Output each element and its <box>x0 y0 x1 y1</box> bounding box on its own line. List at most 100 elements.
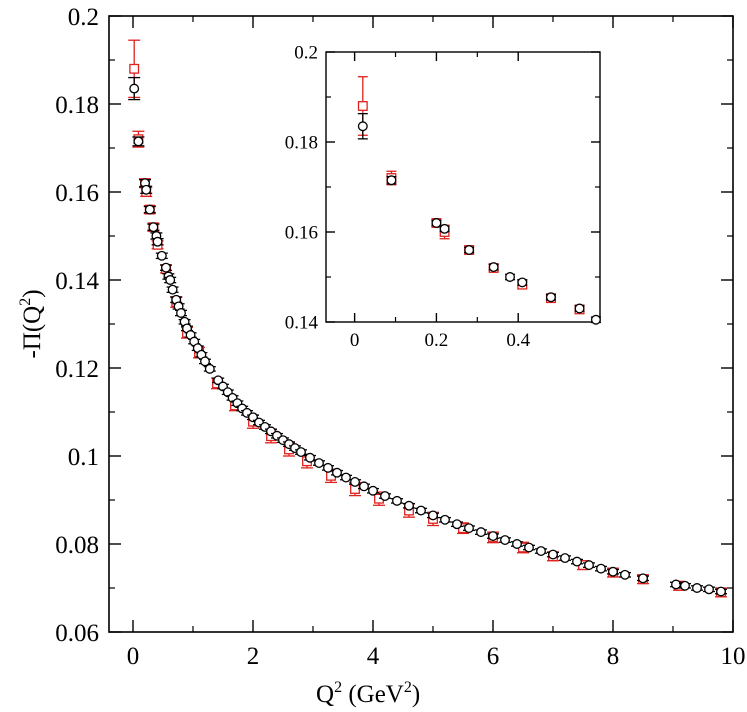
circle-marker <box>156 250 167 261</box>
series-circle-point <box>571 556 583 567</box>
x-tick-label: 4 <box>367 643 380 670</box>
circle-marker <box>129 83 140 94</box>
circle-marker <box>152 236 163 247</box>
series-circle-point <box>637 573 649 584</box>
circle-marker <box>692 583 702 593</box>
series-circle-point <box>203 363 216 374</box>
circle-marker <box>440 514 450 525</box>
circle-marker <box>590 314 601 325</box>
series-circle-point <box>357 113 368 140</box>
series-circle-point <box>391 495 403 506</box>
series-circle-point <box>547 549 559 560</box>
series-circle-point <box>367 485 379 496</box>
circle-marker <box>305 452 315 463</box>
series-circle-point <box>128 76 141 101</box>
circle-marker <box>357 121 368 132</box>
y-tick-label: 0.18 <box>285 133 318 154</box>
circle-marker <box>620 569 630 580</box>
circle-marker <box>380 491 390 501</box>
circle-marker <box>572 556 582 567</box>
series-circle-point <box>439 514 451 525</box>
series-circle-point <box>679 580 691 591</box>
circle-marker <box>524 542 534 553</box>
series-circle-point <box>147 222 160 233</box>
circle-marker <box>464 523 474 534</box>
circle-marker <box>545 292 556 303</box>
circle-marker <box>439 223 450 234</box>
circle-marker <box>141 184 152 195</box>
series-circle-point <box>386 175 397 186</box>
circle-marker <box>392 495 402 506</box>
circle-marker <box>452 519 462 530</box>
circle-marker <box>359 481 369 492</box>
x-tick-label: 6 <box>487 643 500 670</box>
y-tick-label: 0.2 <box>68 4 99 31</box>
x-tick-label: 8 <box>607 643 620 670</box>
series-circle-point <box>590 314 601 325</box>
y-axis-label: -Π(Q2) <box>17 289 46 358</box>
circle-marker <box>596 563 606 574</box>
x-tick-label: 0 <box>350 330 360 351</box>
square-marker <box>129 63 140 74</box>
series-circle-point <box>574 303 585 314</box>
circle-marker <box>584 560 594 571</box>
y-tick-label: 0.18 <box>55 92 99 119</box>
circle-marker <box>560 553 570 564</box>
circle-marker <box>608 566 618 577</box>
series-circle-point <box>403 500 415 511</box>
y-tick-label: 0.06 <box>55 620 99 647</box>
y-tick-label: 0.12 <box>55 356 99 383</box>
circle-marker <box>517 277 528 288</box>
circle-marker <box>176 308 186 318</box>
series-circle-point <box>166 284 179 295</box>
series-circle-point <box>499 535 511 545</box>
circle-marker <box>386 175 397 186</box>
y-tick-label: 0.1 <box>68 444 99 471</box>
circle-marker <box>574 303 585 314</box>
x-tick-label: 0.2 <box>425 330 449 351</box>
series-circle-point <box>559 553 571 564</box>
circle-marker <box>144 204 155 215</box>
circle-marker <box>148 222 159 233</box>
series-circle-point <box>175 308 187 318</box>
x-tick-label: 0 <box>127 643 140 670</box>
series-circle-point <box>703 584 715 595</box>
circle-marker <box>314 458 324 468</box>
circle-marker <box>165 275 176 285</box>
series-circle-point <box>545 292 556 303</box>
y-tick-label: 0.14 <box>55 268 99 295</box>
circle-marker <box>680 580 690 591</box>
series-circle-point <box>505 272 516 282</box>
x-tick-label: 10 <box>721 643 746 670</box>
x-axis-label: Q2 (GeV2) <box>316 679 420 708</box>
series-circle-point <box>340 472 352 483</box>
series-circle-point <box>427 510 439 521</box>
circle-marker <box>204 363 215 374</box>
circle-marker <box>161 262 171 273</box>
series-circle-point <box>379 491 391 501</box>
series-circle-point <box>304 452 316 463</box>
series-circle-point <box>487 531 499 542</box>
series-circle-point <box>464 245 475 255</box>
y-tick-label: 0.14 <box>285 313 319 334</box>
series-circle-point <box>199 356 211 367</box>
series-circle-point <box>132 136 145 147</box>
circle-marker <box>500 535 510 545</box>
circle-marker <box>488 531 498 542</box>
series-circle-point <box>160 262 172 273</box>
circle-marker <box>548 549 558 560</box>
series-circle-point <box>607 566 619 577</box>
circle-marker <box>716 586 726 597</box>
series-circle-point <box>715 586 727 597</box>
series-square-point <box>128 39 141 99</box>
circle-marker <box>167 284 178 295</box>
series-circle-point <box>155 250 168 261</box>
y-tick-label: 0.16 <box>285 223 318 244</box>
circle-marker <box>638 573 648 584</box>
series-circle-point <box>619 569 631 580</box>
series-circle-point <box>295 447 307 457</box>
series-circle-point <box>140 184 153 195</box>
series-circle-point <box>511 539 523 549</box>
series-circle-point <box>488 262 499 273</box>
series-circle-point <box>595 563 607 574</box>
